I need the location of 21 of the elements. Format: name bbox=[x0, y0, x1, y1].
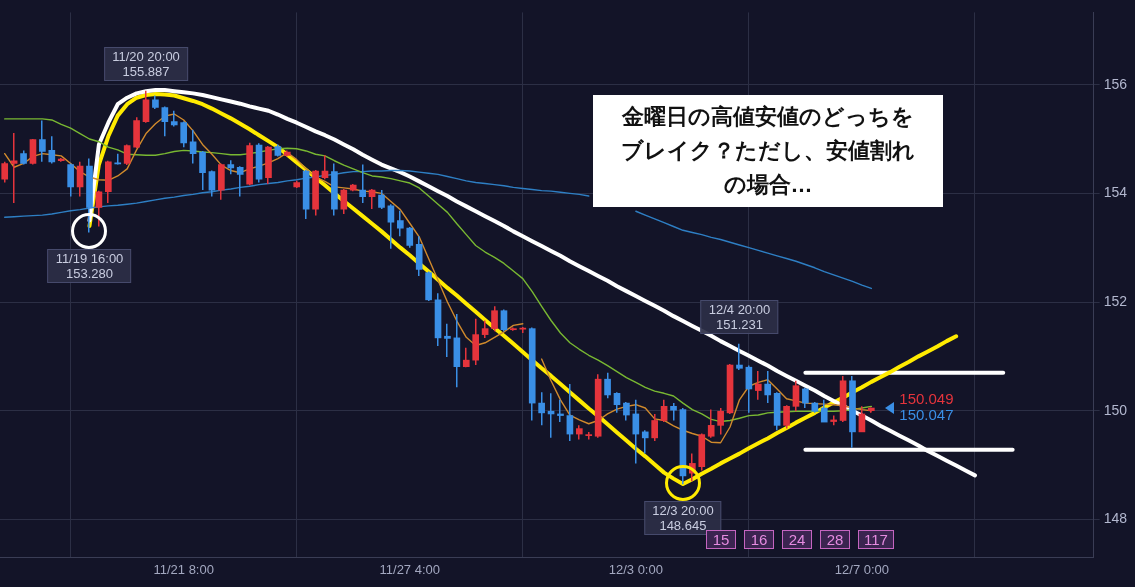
x-tick-label: 11/21 8:00 bbox=[153, 561, 214, 577]
y-tick-label: 152 bbox=[1103, 292, 1128, 309]
annotation: 150.049 bbox=[899, 390, 954, 408]
annotation: 15 bbox=[706, 530, 736, 549]
x-tick-label: 11/27 4:00 bbox=[379, 561, 440, 577]
y-tick-label: 148 bbox=[1103, 510, 1128, 527]
annotation: 11/19 16:00 153.280 bbox=[47, 249, 132, 284]
annotation: 150.047 bbox=[899, 406, 954, 424]
annotation: 24 bbox=[782, 530, 812, 549]
annotation: 16 bbox=[744, 530, 774, 549]
callout-box: 金曜日の高値安値のどっちをブレイク？ただし、安値割れの場合… bbox=[593, 95, 943, 207]
y-tick-label: 150 bbox=[1103, 401, 1128, 418]
candlestick bbox=[57, 158, 65, 162]
annotation: 117 bbox=[858, 530, 894, 549]
annotation: 28 bbox=[820, 530, 850, 549]
annotation: 11/20 20:00 155.887 bbox=[104, 46, 188, 81]
x-tick-label: 12/7 0:00 bbox=[834, 561, 890, 577]
x-tick-label: 12/3 0:00 bbox=[608, 561, 663, 577]
y-tick-label: 154 bbox=[1103, 184, 1128, 201]
y-tick-label: 156 bbox=[1103, 75, 1128, 92]
annotation: 12/4 20:00 151.231 bbox=[700, 299, 779, 334]
